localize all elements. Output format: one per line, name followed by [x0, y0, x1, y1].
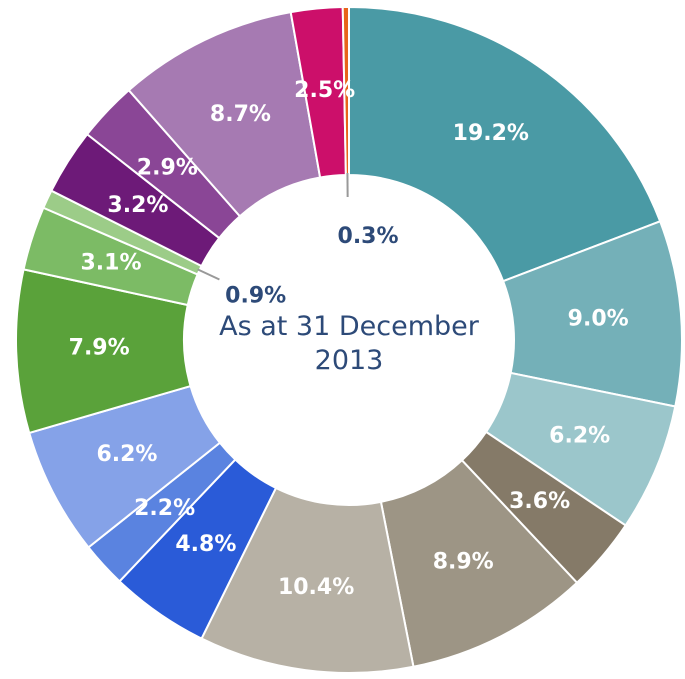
data-label: 6.2%: [96, 442, 157, 467]
data-label: 8.7%: [210, 102, 271, 127]
data-label: 10.4%: [278, 575, 354, 600]
data-label: 0.3%: [338, 224, 399, 249]
data-label: 3.1%: [80, 250, 141, 275]
data-label: 3.6%: [509, 489, 570, 514]
data-label: 3.2%: [107, 193, 168, 218]
data-label: 9.0%: [568, 307, 629, 332]
center-text: As at 31 December 2013: [199, 310, 499, 378]
data-label: 7.9%: [69, 336, 130, 361]
data-label: 2.5%: [294, 78, 355, 103]
data-label: 4.8%: [175, 532, 236, 557]
leader-line: [198, 269, 220, 279]
data-label: 6.2%: [549, 423, 610, 448]
data-label: 0.9%: [225, 283, 286, 308]
data-label: 19.2%: [453, 121, 529, 146]
data-label: 2.2%: [134, 496, 195, 521]
data-label: 2.9%: [137, 155, 198, 180]
data-label: 8.9%: [433, 549, 494, 574]
